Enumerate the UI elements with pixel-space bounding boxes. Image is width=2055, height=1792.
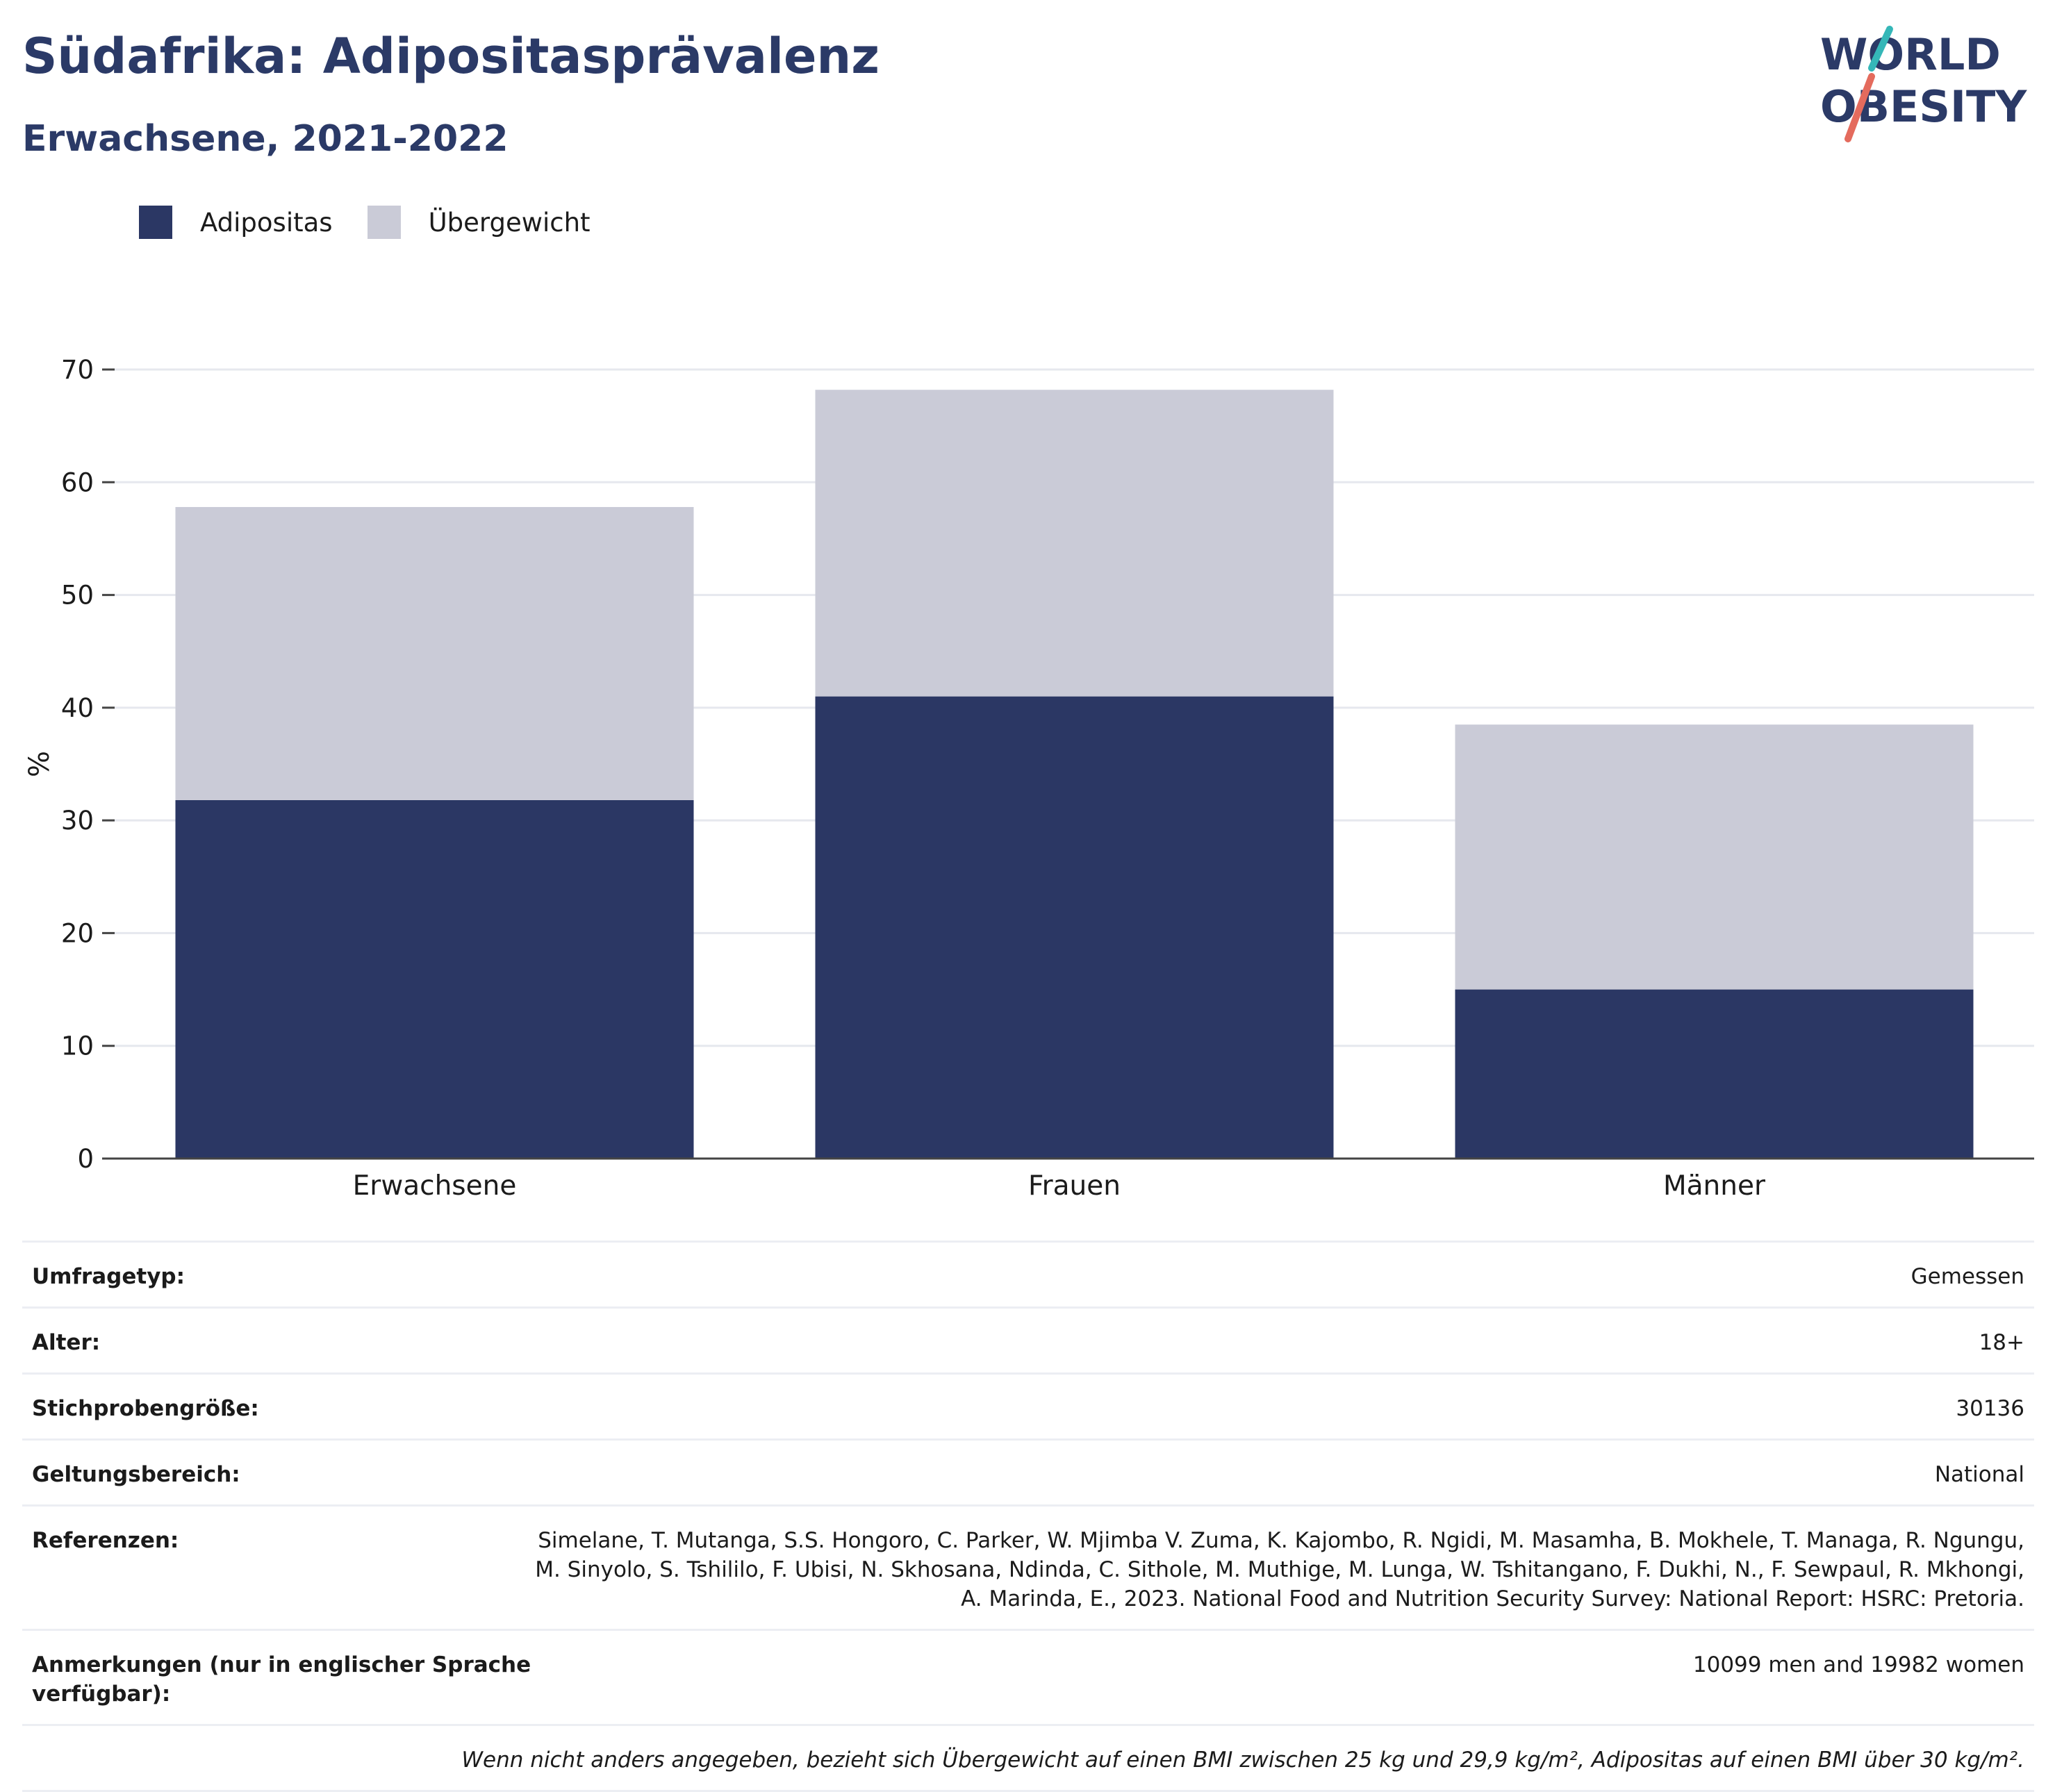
meta-key-survey-type: Umfragetyp:: [32, 1264, 185, 1289]
table-row: Umfragetyp: Gemessen: [22, 1241, 2034, 1306]
meta-key-references: Referenzen:: [32, 1528, 179, 1553]
legend-swatch-obesity: [139, 206, 172, 239]
meta-value-notes: 10099 men and 19982 women: [1692, 1652, 2024, 1677]
legend-label-obesity: Adipositas: [200, 207, 333, 238]
chart-legend: Adipositas Übergewicht: [139, 206, 625, 239]
meta-value-age: 18+: [1979, 1330, 2024, 1355]
bar-obesity-2: [1455, 989, 1974, 1159]
y-tick-label: 10: [61, 1031, 94, 1061]
legend-swatch-overweight: [367, 206, 401, 239]
page-subtitle: Erwachsene, 2021-2022: [22, 118, 509, 160]
meta-value-survey-type: Gemessen: [1910, 1264, 2024, 1289]
y-axis-label: %: [24, 751, 56, 777]
y-tick-label: 20: [61, 918, 94, 948]
logo-slash-teal: [1868, 26, 1893, 72]
logo-slash-red: [1844, 73, 1875, 142]
y-tick-label: 0: [77, 1144, 94, 1174]
table-row: Anmerkungen (nur in englischer Sprache v…: [22, 1629, 2034, 1724]
x-tick-label: Frauen: [1028, 1170, 1121, 1202]
table-row: Alter: 18+: [22, 1306, 2034, 1372]
meta-value-scope: National: [1934, 1462, 2024, 1487]
stacked-bar-chart: 0 10 20 30 40 50 60 70% Erwachsene Frauen Männer: [24, 355, 2034, 1202]
meta-value-sample-size: 30136: [1956, 1396, 2024, 1421]
legend-label-overweight: Übergewicht: [428, 207, 591, 238]
y-tick-label: 60: [61, 467, 94, 497]
bar-overweight-0: [175, 506, 694, 800]
meta-key-age: Alter:: [32, 1330, 101, 1355]
meta-key-notes: Anmerkungen (nur in englischer Sprache v…: [32, 1652, 531, 1707]
world-obesity-logo: WORLD OBESITY: [1820, 26, 2027, 142]
page-title: Südafrika: Adipositasprävalenz: [22, 28, 880, 85]
x-tick-label: Männer: [1663, 1170, 1766, 1202]
legend-item-obesity[interactable]: Adipositas: [139, 206, 333, 239]
meta-key-scope: Geltungsbereich:: [32, 1462, 240, 1487]
table-row: Referenzen: Simelane, T. Mutanga, S.S. H…: [22, 1504, 2034, 1629]
bar-overweight-1: [815, 390, 1334, 697]
meta-value-references: Simelane, T. Mutanga, S.S. Hongoro, C. P…: [535, 1528, 2024, 1611]
y-tick-label: 30: [61, 806, 94, 836]
legend-item-overweight[interactable]: Übergewicht: [367, 206, 591, 239]
y-tick-label: 70: [61, 355, 94, 385]
logo-text-world: WORLD: [1820, 29, 2001, 80]
y-tick-label: 40: [61, 693, 94, 723]
table-row: Stichprobengröße: 30136: [22, 1372, 2034, 1438]
bmi-definition-note: Wenn nicht anders angegeben, bezieht sic…: [22, 1724, 2034, 1792]
bar-obesity-0: [175, 799, 694, 1159]
bar-obesity-1: [815, 696, 1334, 1159]
meta-key-sample-size: Stichprobengröße:: [32, 1396, 259, 1421]
x-tick-label: Erwachsene: [353, 1170, 517, 1202]
y-tick-label: 50: [61, 581, 94, 611]
bar-overweight-2: [1455, 724, 1974, 990]
table-row: Geltungsbereich: National: [22, 1438, 2034, 1504]
survey-metadata-table: Umfragetyp: Gemessen Alter: 18+ Stichpro…: [22, 1241, 2034, 1792]
